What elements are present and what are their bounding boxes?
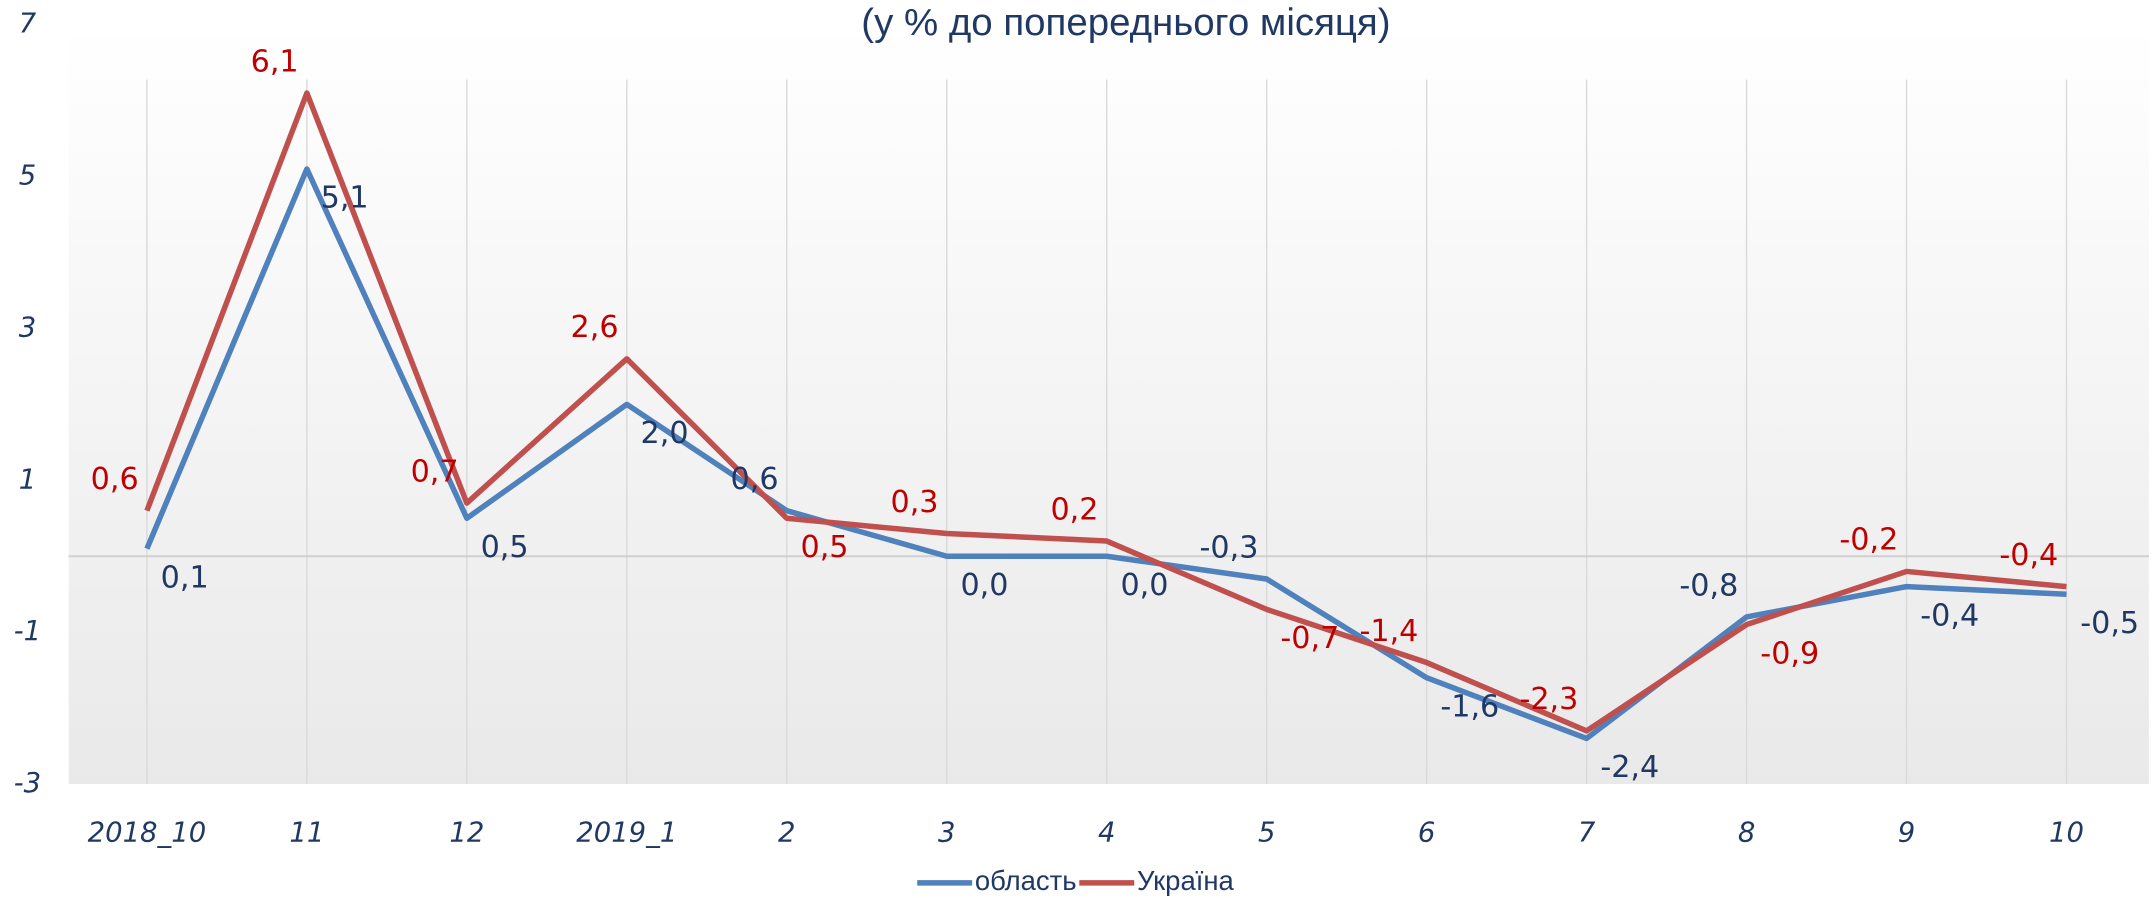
data-label: -0,2	[1839, 523, 1898, 558]
x-tick-label: 2	[778, 817, 795, 848]
data-label: 0,5	[801, 530, 849, 565]
data-label: 0,7	[411, 454, 459, 489]
legend-label: Україна	[1137, 865, 1235, 896]
x-tick-label: 5	[1258, 817, 1275, 848]
data-label: -0,3	[1200, 530, 1259, 565]
x-tick-label: 10	[2049, 817, 2084, 848]
data-label: 6,1	[251, 44, 299, 79]
data-label: 0,1	[161, 560, 209, 595]
data-label: -0,8	[1679, 568, 1738, 603]
legend-label: область	[975, 865, 1077, 896]
x-tick-label: 8	[1738, 817, 1755, 848]
data-label: -0,4	[1999, 538, 2058, 573]
x-tick-label: 6	[1418, 817, 1435, 848]
data-label: 0,6	[731, 462, 779, 497]
x-tick-label: 12	[449, 817, 484, 848]
x-tick-label: 3	[938, 817, 955, 848]
data-label: 0,0	[1120, 568, 1168, 603]
data-label: -0,9	[1760, 636, 1819, 671]
y-tick-label: 7	[19, 9, 37, 40]
data-label: -0,7	[1280, 621, 1339, 656]
y-tick-label: 1	[19, 464, 36, 495]
x-tick-label: 9	[1898, 817, 1915, 848]
data-label: -0,5	[2080, 606, 2139, 641]
data-label: 2,6	[571, 310, 619, 345]
series-line	[144, 166, 2067, 742]
data-label: 2,0	[641, 416, 689, 451]
y-tick-label: 3	[19, 312, 36, 343]
data-label: 0,0	[960, 568, 1008, 603]
x-tick-label: 2019_1	[576, 817, 677, 848]
x-tick-label: 4	[1098, 817, 1115, 848]
data-label: 0,3	[890, 485, 938, 520]
data-label: 0,5	[481, 530, 529, 565]
data-label: 0,6	[91, 462, 139, 497]
x-tick-label: 7	[1578, 817, 1596, 848]
x-tick-label: 2018_10	[88, 817, 207, 848]
data-label: -1,6	[1440, 689, 1499, 724]
x-tick-label: 11	[289, 817, 324, 848]
y-tick-label: 5	[19, 161, 36, 192]
data-label: -2,4	[1600, 750, 1659, 785]
series-line	[144, 90, 2067, 734]
y-tick-label: -1	[14, 616, 41, 647]
plot-background	[68, 24, 2149, 785]
y-tick-label: -3	[14, 768, 41, 799]
data-label: 0,2	[1050, 492, 1098, 527]
data-label: -1,4	[1359, 614, 1418, 649]
chart-title: (у % до попереднього місяця)	[861, 1, 1390, 44]
data-label: -2,3	[1519, 682, 1578, 717]
data-label: 5,1	[321, 181, 369, 216]
data-label: -0,4	[1920, 598, 1979, 633]
